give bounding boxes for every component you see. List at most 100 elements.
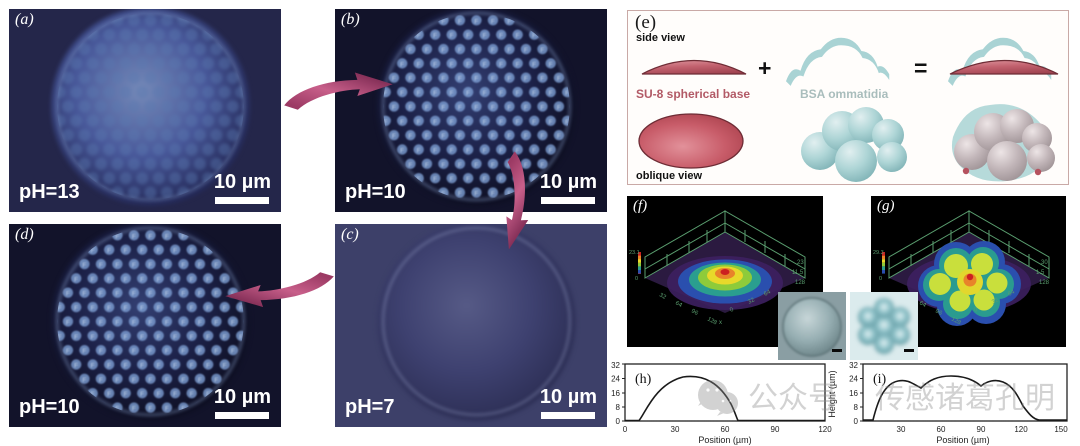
svg-text:F: F <box>66 348 70 355</box>
svg-text:F: F <box>532 61 536 68</box>
svg-text:F: F <box>532 90 536 97</box>
svg-text:F: F <box>507 76 511 83</box>
svg-text:F: F <box>441 76 445 83</box>
svg-text:F: F <box>173 363 177 370</box>
svg-text:F: F <box>132 377 136 384</box>
svg-text:x: x <box>719 320 722 326</box>
svg-text:F: F <box>392 133 396 140</box>
svg-text:23.1: 23.1 <box>629 250 640 256</box>
svg-text:F: F <box>115 377 119 384</box>
svg-text:0: 0 <box>635 276 638 282</box>
svg-text:Position (µm): Position (µm) <box>698 435 751 445</box>
svg-text:F: F <box>417 119 421 126</box>
svg-text:F: F <box>165 377 169 384</box>
svg-text:F: F <box>516 148 520 155</box>
svg-text:F: F <box>198 319 202 326</box>
svg-text:F: F <box>499 33 503 40</box>
svg-text:F: F <box>532 148 536 155</box>
svg-text:F: F <box>400 61 404 68</box>
svg-text:F: F <box>417 148 421 155</box>
svg-text:128: 128 <box>706 316 718 326</box>
svg-text:F: F <box>392 104 396 111</box>
svg-text:F: F <box>466 176 470 183</box>
svg-text:F: F <box>433 90 437 97</box>
svg-text:11.5: 11.5 <box>792 270 804 276</box>
svg-text:F: F <box>107 276 111 283</box>
svg-text:F: F <box>549 119 553 126</box>
svg-text:F: F <box>223 305 227 312</box>
svg-text:60: 60 <box>937 425 946 434</box>
svg-text:F: F <box>99 262 103 269</box>
svg-text:F: F <box>214 319 218 326</box>
svg-text:F: F <box>107 334 111 341</box>
svg-text:F: F <box>400 119 404 126</box>
svg-text:F: F <box>165 319 169 326</box>
svg-text:90: 90 <box>977 425 986 434</box>
svg-text:90: 90 <box>771 425 780 434</box>
svg-text:F: F <box>499 148 503 155</box>
svg-text:F: F <box>206 305 210 312</box>
svg-text:F: F <box>516 176 520 183</box>
svg-text:F: F <box>540 76 544 83</box>
svg-text:F: F <box>425 76 429 83</box>
svg-text:F: F <box>132 262 136 269</box>
svg-text:F: F <box>557 133 561 140</box>
svg-text:F: F <box>190 391 194 398</box>
svg-text:F: F <box>524 76 528 83</box>
svg-text:F: F <box>499 119 503 126</box>
svg-text:F: F <box>181 291 185 298</box>
svg-text:30: 30 <box>1041 260 1048 266</box>
svg-text:32: 32 <box>658 292 667 301</box>
svg-text:F: F <box>466 61 470 68</box>
svg-text:F: F <box>441 133 445 140</box>
svg-text:F: F <box>450 33 454 40</box>
svg-text:F: F <box>214 262 218 269</box>
svg-text:F: F <box>507 133 511 140</box>
svg-text:F: F <box>74 363 78 370</box>
svg-text:F: F <box>165 233 169 240</box>
svg-text:F: F <box>400 148 404 155</box>
svg-text:F: F <box>132 233 136 240</box>
svg-text:F: F <box>524 133 528 140</box>
svg-text:24: 24 <box>849 375 858 384</box>
svg-text:F: F <box>107 363 111 370</box>
svg-text:1.5: 1.5 <box>1036 270 1045 276</box>
svg-text:120: 120 <box>818 425 832 434</box>
svg-text:F: F <box>516 119 520 126</box>
svg-text:F: F <box>474 162 478 169</box>
svg-text:0: 0 <box>879 276 882 282</box>
svg-text:F: F <box>91 276 95 283</box>
svg-text:Height (µm): Height (µm) <box>827 370 837 417</box>
svg-text:F: F <box>148 262 152 269</box>
svg-text:F: F <box>82 291 86 298</box>
svg-text:F: F <box>198 262 202 269</box>
svg-text:F: F <box>99 377 103 384</box>
svg-text:F: F <box>483 33 487 40</box>
svg-text:F: F <box>206 276 210 283</box>
svg-text:F: F <box>190 276 194 283</box>
svg-text:F: F <box>140 276 144 283</box>
svg-text:F: F <box>483 61 487 68</box>
svg-text:F: F <box>466 148 470 155</box>
svg-text:F: F <box>181 262 185 269</box>
svg-text:F: F <box>148 319 152 326</box>
svg-text:F: F <box>425 133 429 140</box>
svg-text:F: F <box>491 191 495 198</box>
svg-text:30: 30 <box>671 425 680 434</box>
svg-text:F: F <box>214 348 218 355</box>
svg-text:16: 16 <box>611 389 620 398</box>
svg-text:F: F <box>173 276 177 283</box>
svg-text:F: F <box>507 162 511 169</box>
svg-text:F: F <box>115 291 119 298</box>
svg-text:F: F <box>491 18 495 25</box>
svg-text:Position (µm): Position (µm) <box>936 435 989 445</box>
svg-text:F: F <box>140 391 144 398</box>
svg-text:F: F <box>165 262 169 269</box>
svg-text:F: F <box>392 76 396 83</box>
svg-text:F: F <box>132 319 136 326</box>
svg-text:F: F <box>516 61 520 68</box>
svg-text:(i): (i) <box>873 372 887 387</box>
svg-text:F: F <box>433 61 437 68</box>
svg-text:F: F <box>408 76 412 83</box>
svg-text:F: F <box>433 33 437 40</box>
